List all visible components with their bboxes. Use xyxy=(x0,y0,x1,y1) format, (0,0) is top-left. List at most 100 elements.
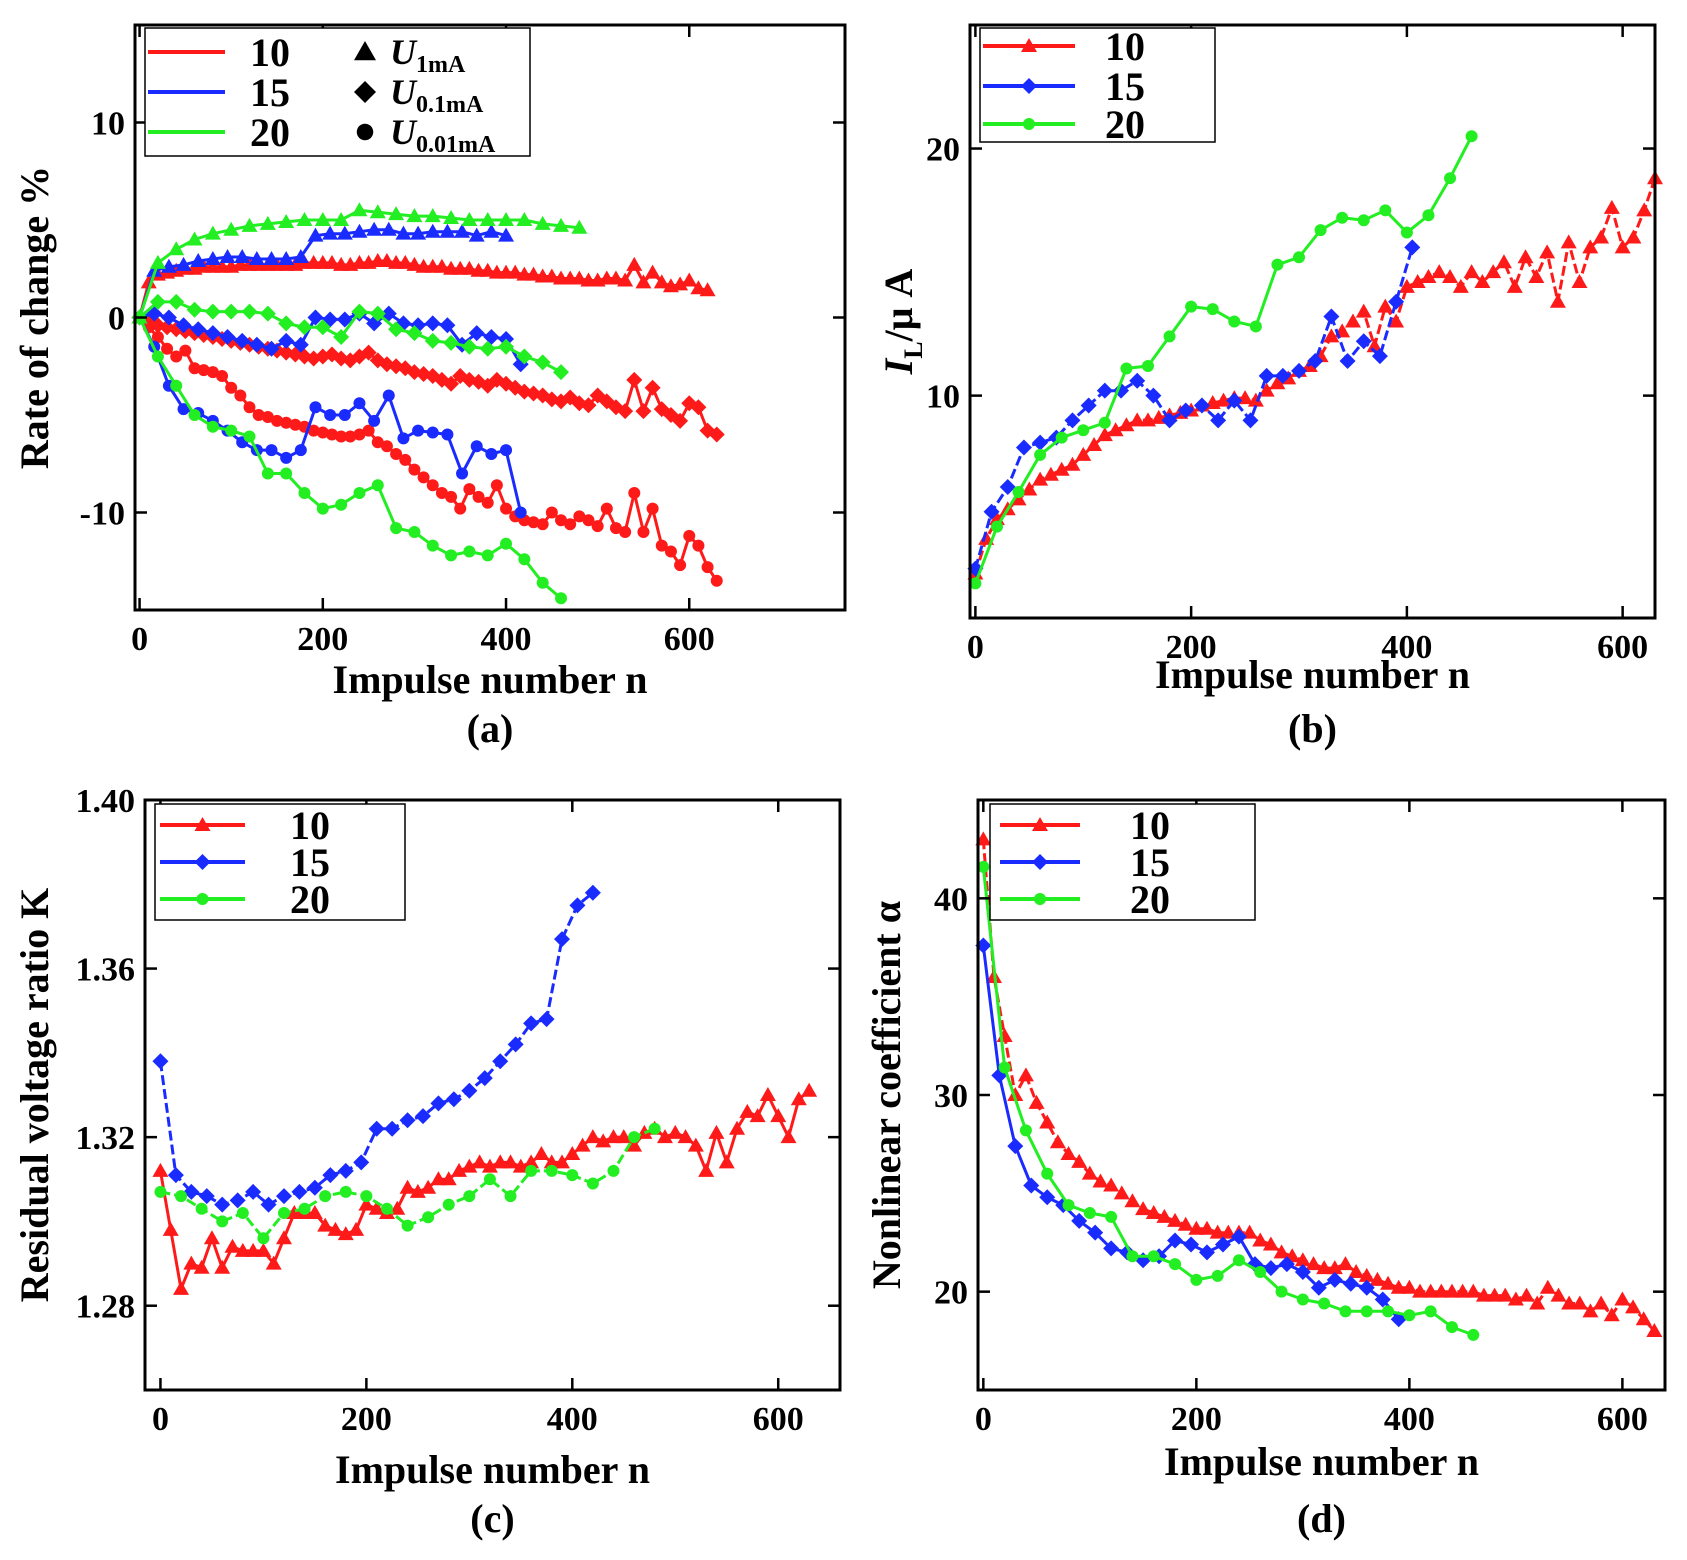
triangle-marker xyxy=(263,251,280,265)
triangle-marker xyxy=(1107,422,1124,437)
circle-marker xyxy=(1228,315,1241,328)
circle-marker xyxy=(257,1232,270,1245)
circle-marker xyxy=(514,506,527,519)
diamond-marker xyxy=(245,1183,262,1200)
circle-marker xyxy=(1254,1266,1267,1278)
circle-marker xyxy=(278,1207,290,1219)
circle-marker xyxy=(527,516,540,529)
circle-marker xyxy=(445,490,458,503)
triangle-marker xyxy=(1021,38,1037,52)
triangle-marker xyxy=(584,1129,601,1144)
triangle-marker xyxy=(677,1129,694,1144)
circle-marker xyxy=(683,529,696,542)
circle-marker xyxy=(990,520,1003,533)
triangle-marker xyxy=(1582,1303,1599,1318)
triangle-marker xyxy=(644,264,661,279)
diamond-marker xyxy=(507,1036,524,1053)
triangle-marker xyxy=(698,1162,715,1177)
triangle-marker xyxy=(378,252,395,267)
legend-marker-label-01mA: U0.1mA xyxy=(390,72,484,118)
triangle-marker xyxy=(554,1154,570,1169)
triangle-marker xyxy=(1188,1220,1205,1235)
circle-marker xyxy=(353,487,366,499)
triangle-marker xyxy=(369,204,386,219)
triangle-marker xyxy=(1092,1173,1109,1188)
diamond-marker xyxy=(168,293,185,310)
triangle-marker xyxy=(1507,1291,1524,1306)
circle-marker xyxy=(1105,1210,1118,1223)
triangle-marker xyxy=(1486,1287,1503,1302)
y-label-rest: /μ A xyxy=(876,269,921,343)
circle-marker xyxy=(154,1185,167,1198)
circle-marker xyxy=(188,362,201,375)
triangle-marker xyxy=(1528,269,1545,284)
triangle-marker xyxy=(1560,234,1577,249)
triangle-marker xyxy=(1355,303,1372,318)
triangle-marker xyxy=(1326,1260,1343,1275)
triangle-marker xyxy=(1081,1165,1098,1180)
triangle-marker xyxy=(1241,1224,1258,1239)
triangle-marker xyxy=(1086,437,1103,452)
circle-marker xyxy=(500,537,513,550)
circle-marker xyxy=(481,549,494,562)
legend-sub: 0.01mA xyxy=(416,132,496,158)
diamond-marker xyxy=(1177,402,1194,419)
circle-marker xyxy=(417,471,430,484)
series-20 xyxy=(969,130,1478,590)
y-tick-label: 20 xyxy=(926,132,960,169)
triangle-marker xyxy=(286,1205,303,1219)
circle-marker xyxy=(216,1215,229,1228)
series-20-u0-01ma xyxy=(133,311,567,605)
circle-marker xyxy=(399,453,412,466)
triangle-marker xyxy=(626,256,643,271)
diamond-marker xyxy=(443,334,460,351)
circle-marker xyxy=(969,577,982,590)
triangle-marker xyxy=(1071,1153,1088,1168)
circle-marker xyxy=(234,389,247,402)
circle-marker xyxy=(470,440,483,453)
diamond-marker xyxy=(353,1154,370,1171)
triangle-marker xyxy=(1422,1283,1439,1298)
triangle-marker xyxy=(571,270,588,285)
x-tick-label: 200 xyxy=(297,621,348,658)
legend-u: U xyxy=(390,112,418,152)
triangle-marker xyxy=(223,221,240,236)
triangle-marker xyxy=(1539,1279,1556,1294)
circle-marker xyxy=(1422,209,1435,222)
diamond-marker xyxy=(443,375,460,392)
circle-marker xyxy=(280,451,293,464)
triangle-marker xyxy=(193,1259,210,1274)
triangle-marker xyxy=(1517,249,1534,264)
circle-marker xyxy=(371,436,384,449)
x-tick-label: 600 xyxy=(664,621,715,658)
triangle-marker xyxy=(1258,382,1275,397)
diamond-marker xyxy=(322,1167,339,1184)
x-tick-label: 0 xyxy=(967,629,984,666)
triangle-marker xyxy=(1603,1307,1620,1322)
triangle-marker xyxy=(366,221,383,236)
diamond-marker xyxy=(439,317,456,334)
circle-marker xyxy=(225,424,238,437)
circle-marker xyxy=(177,403,190,416)
circle-marker xyxy=(463,1190,476,1203)
circle-marker xyxy=(441,428,454,441)
diamond-marker xyxy=(1103,1240,1120,1257)
circle-marker xyxy=(382,389,395,402)
triangle-marker xyxy=(571,219,588,234)
circle-marker xyxy=(243,401,256,414)
diamond-marker xyxy=(445,1091,462,1108)
triangle-marker xyxy=(443,210,460,225)
triangle-marker xyxy=(439,223,456,238)
circle-marker xyxy=(998,1061,1011,1074)
diamond-marker xyxy=(1096,382,1113,399)
legend-label-20: 20 xyxy=(250,110,290,155)
triangle-marker xyxy=(1388,313,1405,328)
circle-marker xyxy=(1403,1309,1416,1322)
triangle-marker xyxy=(336,225,353,240)
triangle-marker xyxy=(523,1154,540,1169)
diamond-marker xyxy=(291,1183,308,1200)
triangle-marker xyxy=(1247,392,1264,407)
circle-marker xyxy=(1206,303,1219,316)
circle-marker xyxy=(586,1177,599,1190)
circle-marker xyxy=(197,364,210,377)
